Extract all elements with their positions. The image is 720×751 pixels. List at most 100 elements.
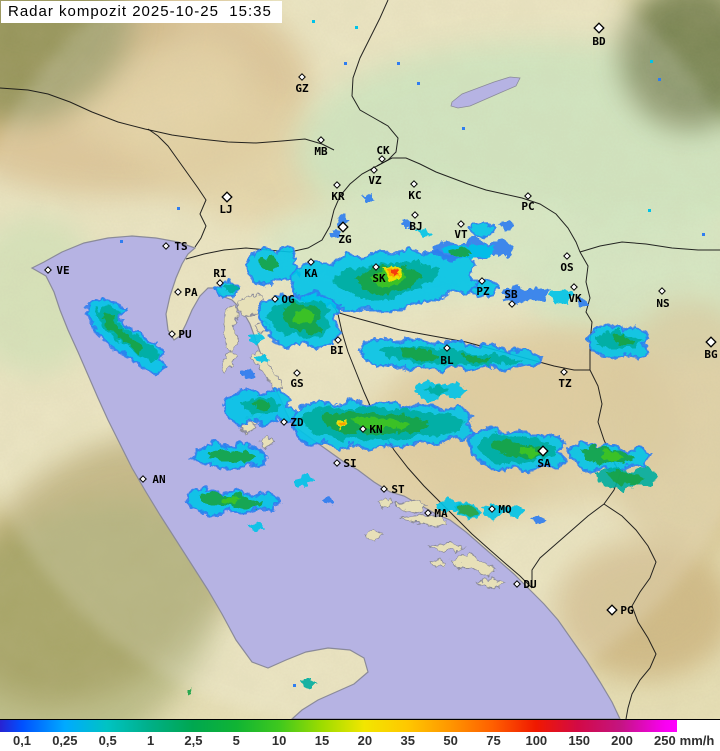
station-label: OS	[560, 261, 573, 274]
station-marker-icon	[570, 283, 578, 291]
station-marker-icon	[333, 459, 341, 467]
island	[447, 551, 495, 575]
station-marker-icon	[443, 344, 451, 352]
station-marker-icon	[424, 509, 432, 517]
station-marker-icon	[411, 211, 419, 219]
station-label: MA	[434, 507, 448, 520]
legend-gradient-bar	[0, 720, 677, 732]
radar-echo	[348, 414, 408, 428]
station-label: VT	[454, 228, 468, 241]
station-label: OG	[281, 293, 295, 306]
station-label: KA	[304, 267, 318, 280]
station-zg: ZG	[337, 221, 352, 246]
station-kc: KC	[408, 180, 422, 202]
station-label: ST	[391, 483, 405, 496]
radar-echo	[480, 500, 524, 518]
station-label: PU	[178, 328, 192, 341]
radar-echo	[240, 368, 252, 378]
station-label: GS	[290, 377, 303, 390]
station-label: ZD	[290, 416, 304, 429]
station-vz: VZ	[368, 166, 382, 187]
island	[393, 497, 427, 511]
title-date: 2025-10-25	[132, 3, 219, 20]
country-borders	[0, 0, 720, 719]
country-border	[376, 157, 581, 253]
legend-tick: 0,1	[12, 733, 32, 748]
station-sk: SK	[372, 263, 386, 285]
station-label: SA	[537, 457, 551, 470]
station-pz: PZ	[476, 277, 490, 298]
station-marker-icon	[560, 368, 568, 376]
radar-echo	[327, 227, 340, 237]
station-marker-icon	[162, 242, 170, 250]
adriatic-sea	[30, 235, 621, 719]
station-lj: LJ	[219, 191, 233, 216]
radar-echo-dot	[397, 62, 400, 65]
station-vk: VK	[568, 283, 582, 305]
radar-echo-dot	[462, 127, 465, 130]
station-label: PG	[620, 604, 634, 617]
station-bi: BI	[330, 336, 344, 357]
station-kn: KN	[359, 423, 383, 436]
legend-tick: 35	[400, 733, 415, 748]
station-ns: NS	[656, 287, 670, 310]
station-mb: MB	[314, 136, 328, 158]
station-gz: GZ	[295, 73, 309, 95]
station-ri: RI	[213, 267, 227, 287]
radar-echo	[460, 352, 490, 361]
radar-echo	[252, 398, 270, 408]
station-marker-icon	[317, 136, 325, 144]
legend-tick: 250	[654, 733, 676, 748]
station-du: DU	[513, 578, 537, 591]
radar-echo-dot	[293, 684, 296, 687]
station-marker-icon	[221, 191, 233, 203]
radar-echo	[206, 446, 254, 460]
legend-tick: 50	[443, 733, 458, 748]
station-tz: TZ	[558, 368, 572, 390]
radar-echo	[446, 245, 470, 255]
radar-echo	[337, 419, 344, 425]
station-marker-icon	[524, 192, 532, 200]
station-marker-icon	[370, 166, 378, 174]
legend-tick: 100	[525, 733, 548, 748]
station-os: OS	[560, 252, 574, 274]
station-ts: TS	[162, 240, 188, 253]
station-label: VE	[56, 264, 69, 277]
radar-echo-dot	[702, 233, 705, 236]
island	[361, 527, 381, 539]
legend-tick: 1	[146, 733, 155, 748]
country-border	[335, 311, 590, 371]
legend-tick: 2,5	[184, 733, 203, 748]
radar-map-canvas: BD GZ MB CK VZ KR KC LJ PC BJ VT ZG TS VE OS RI KA SK PZ SB…	[0, 0, 720, 719]
station-label: VK	[568, 292, 582, 305]
station-marker-icon	[334, 336, 342, 344]
station-marker-icon	[44, 266, 52, 274]
radar-echo-dot	[355, 26, 358, 29]
radar-echo	[548, 286, 572, 302]
station-label: GZ	[295, 82, 309, 95]
station-label: KR	[331, 190, 345, 203]
station-label: AN	[152, 473, 165, 486]
radar-echo-dot	[417, 82, 420, 85]
radar-echo	[360, 192, 371, 202]
station-marker-icon	[488, 505, 496, 513]
radar-echo	[221, 281, 238, 292]
country-border	[147, 128, 207, 248]
legend-tick: 0,25	[52, 733, 78, 748]
station-bj: BJ	[409, 211, 423, 233]
station-label: PC	[521, 200, 534, 213]
station-label: NS	[656, 297, 669, 310]
country-border	[329, 297, 533, 589]
island	[219, 347, 235, 373]
island	[472, 575, 504, 587]
stations-layer: BD GZ MB CK VZ KR KC LJ PC BJ VT ZG TS VE OS RI KA SK PZ SB…	[44, 22, 718, 617]
station-marker-icon	[337, 221, 349, 233]
radar-echo-dot	[177, 207, 180, 210]
radar-echo	[450, 498, 480, 518]
station-marker-icon	[168, 330, 176, 338]
lake-balaton	[450, 76, 521, 109]
station-marker-icon	[307, 258, 315, 266]
title-product: Radar kompozit	[8, 3, 128, 20]
radar-echo	[422, 384, 448, 394]
